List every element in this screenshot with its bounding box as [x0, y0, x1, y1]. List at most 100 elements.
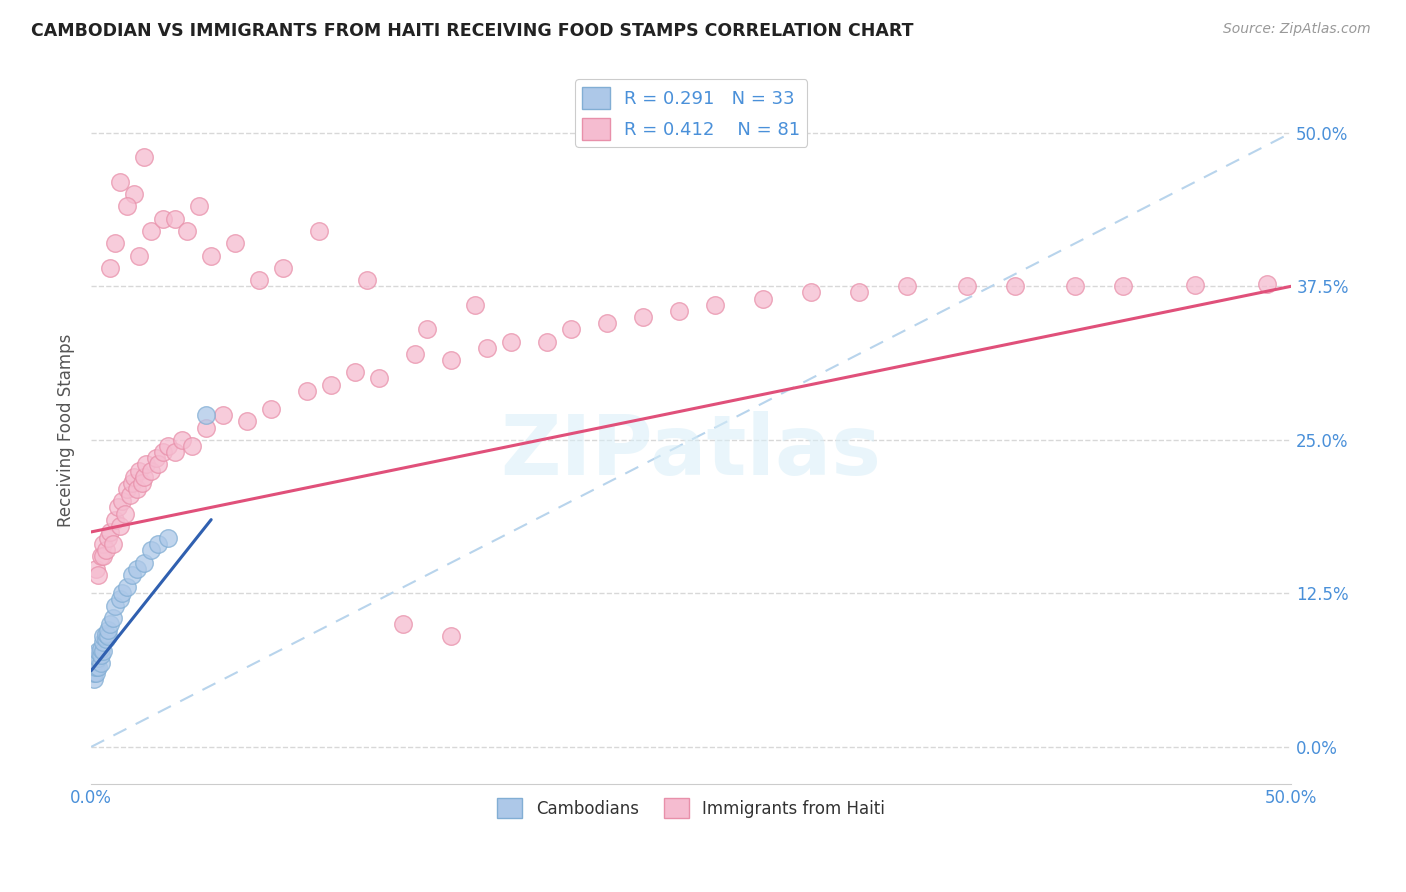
Point [97, 623, 120, 637]
Point [97, 629, 120, 643]
Point [536, 334, 558, 349]
Point [104, 599, 127, 613]
Point [124, 187, 146, 202]
Point [956, 279, 979, 293]
Point [141, 543, 163, 558]
Point [114, 507, 136, 521]
Point [440, 629, 463, 643]
Point [91, 629, 114, 643]
Point [596, 316, 619, 330]
Point [152, 445, 174, 459]
Point [156, 439, 179, 453]
Point [104, 236, 127, 251]
Point [131, 475, 153, 490]
Point [148, 537, 170, 551]
Point [896, 279, 918, 293]
Point [1004, 279, 1026, 293]
Point [107, 500, 129, 515]
Point [295, 384, 318, 398]
Point [141, 463, 163, 477]
Point [271, 260, 294, 275]
Point [1184, 278, 1206, 293]
Point [115, 580, 138, 594]
Point [108, 175, 131, 189]
Legend: Cambodians, Immigrants from Haiti: Cambodians, Immigrants from Haiti [491, 791, 891, 825]
Point [176, 224, 198, 238]
Point [464, 298, 486, 312]
Point [125, 482, 148, 496]
Point [236, 414, 259, 428]
Point [94, 627, 117, 641]
Point [344, 365, 367, 379]
Point [84, 648, 107, 662]
Point [1064, 279, 1087, 293]
Point [108, 518, 131, 533]
Point [90, 641, 112, 656]
Point [631, 310, 654, 324]
Point [132, 150, 155, 164]
Point [668, 303, 690, 318]
Point [165, 211, 187, 226]
Point [111, 494, 134, 508]
Point [128, 248, 150, 262]
Point [368, 371, 391, 385]
Point [125, 562, 148, 576]
Point [115, 199, 138, 213]
Point [165, 445, 187, 459]
Point [356, 273, 378, 287]
Point [98, 524, 121, 539]
Point [84, 666, 107, 681]
Point [83, 660, 105, 674]
Point [321, 377, 343, 392]
Point [121, 475, 143, 490]
Point [87, 644, 110, 658]
Point [98, 260, 121, 275]
Point [195, 420, 218, 434]
Point [91, 644, 114, 658]
Point [172, 433, 194, 447]
Point [308, 224, 330, 238]
Point [87, 660, 110, 674]
Point [148, 458, 170, 472]
Y-axis label: Receiving Food Stamps: Receiving Food Stamps [58, 334, 75, 527]
Point [224, 236, 246, 251]
Point [84, 562, 107, 576]
Text: ZIPatlas: ZIPatlas [501, 411, 882, 492]
Point [416, 322, 439, 336]
Text: CAMBODIAN VS IMMIGRANTS FROM HAITI RECEIVING FOOD STAMPS CORRELATION CHART: CAMBODIAN VS IMMIGRANTS FROM HAITI RECEI… [31, 22, 914, 40]
Point [560, 322, 582, 336]
Point [1256, 277, 1278, 291]
Point [477, 341, 499, 355]
Point [90, 657, 112, 671]
Point [800, 285, 823, 300]
Point [87, 651, 110, 665]
Point [260, 402, 283, 417]
Point [118, 488, 141, 502]
Point [752, 292, 775, 306]
Text: Source: ZipAtlas.com: Source: ZipAtlas.com [1223, 22, 1371, 37]
Point [440, 353, 463, 368]
Point [94, 543, 117, 558]
Point [188, 199, 211, 213]
Point [128, 463, 150, 477]
Point [83, 673, 105, 687]
Point [212, 409, 235, 423]
Point [104, 513, 127, 527]
Point [97, 531, 120, 545]
Point [404, 347, 426, 361]
Point [145, 451, 167, 466]
Point [87, 568, 110, 582]
Point [90, 549, 112, 564]
Point [141, 224, 163, 238]
Point [181, 439, 204, 453]
Point [132, 556, 155, 570]
Point [392, 617, 415, 632]
Point [108, 592, 131, 607]
Point [98, 617, 121, 632]
Point [152, 211, 174, 226]
Point [90, 648, 112, 662]
Point [704, 298, 727, 312]
Point [501, 334, 523, 349]
Point [94, 632, 117, 646]
Point [124, 469, 146, 483]
